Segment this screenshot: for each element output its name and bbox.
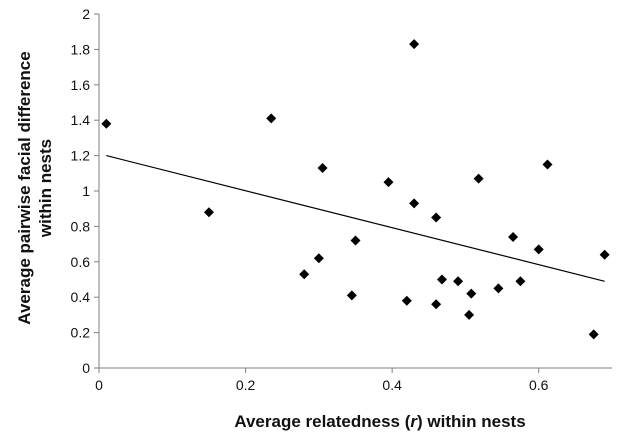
data-point: [350, 235, 361, 246]
data-point: [431, 212, 442, 223]
data-point: [299, 269, 310, 280]
y-tick-label: 0.8: [71, 218, 91, 234]
y-tick-label: 0.4: [71, 289, 91, 305]
data-point: [466, 288, 477, 299]
data-point: [203, 207, 214, 218]
y-tick-label: 1.2: [71, 148, 91, 164]
data-point: [599, 249, 610, 260]
x-axis-title: Average relatedness (r) within nests: [234, 412, 525, 431]
x-axis-title-part-2: ) within nests: [417, 412, 526, 431]
y-tick-label: 1.6: [71, 77, 91, 93]
y-tick-label: 1.4: [71, 112, 91, 128]
y-tick-label: 0.6: [71, 254, 91, 270]
data-point: [101, 118, 112, 129]
y-tick-label: 0: [82, 360, 90, 376]
data-point: [383, 177, 394, 188]
data-point: [409, 39, 420, 50]
x-tick-label: 0.2: [236, 377, 256, 393]
data-point: [317, 162, 328, 173]
data-point: [313, 253, 324, 264]
y-tick-label: 1: [82, 183, 90, 199]
x-tick-label: 0.4: [382, 377, 402, 393]
data-point: [453, 276, 464, 287]
y-tick-label: 1.8: [71, 41, 91, 57]
data-point: [588, 329, 599, 340]
x-tick-label: 0.6: [529, 377, 549, 393]
data-point: [346, 290, 357, 301]
data-point: [542, 159, 553, 170]
data-point: [266, 113, 277, 124]
y-axis-title-line-2: within nests: [36, 139, 55, 238]
y-axis-title: Average pairwise facial difference withi…: [15, 51, 55, 324]
data-point: [436, 274, 447, 285]
y-tick-label: 0.2: [71, 325, 91, 341]
trendline: [106, 155, 605, 282]
plot-area: 0 0.2 0.4 0.6 0.8 1 1.2 1.4 1.6 1.8 2 0 0.2 0.4 0.6: [71, 6, 612, 393]
x-axis-title-variable: r: [410, 412, 418, 431]
data-point: [401, 295, 412, 306]
data-point: [431, 299, 442, 310]
y-tick-label: 2: [82, 6, 90, 22]
data-point: [493, 283, 504, 294]
x-tick-label: 0: [95, 377, 103, 393]
data-point: [515, 276, 526, 287]
data-point: [508, 232, 519, 243]
data-point: [464, 309, 475, 320]
data-point: [473, 173, 484, 184]
data-point: [533, 244, 544, 255]
data-point: [409, 198, 420, 209]
x-axis-title-part-1: Average relatedness (: [234, 412, 410, 431]
y-axis-title-line-1: Average pairwise facial difference: [15, 51, 34, 324]
